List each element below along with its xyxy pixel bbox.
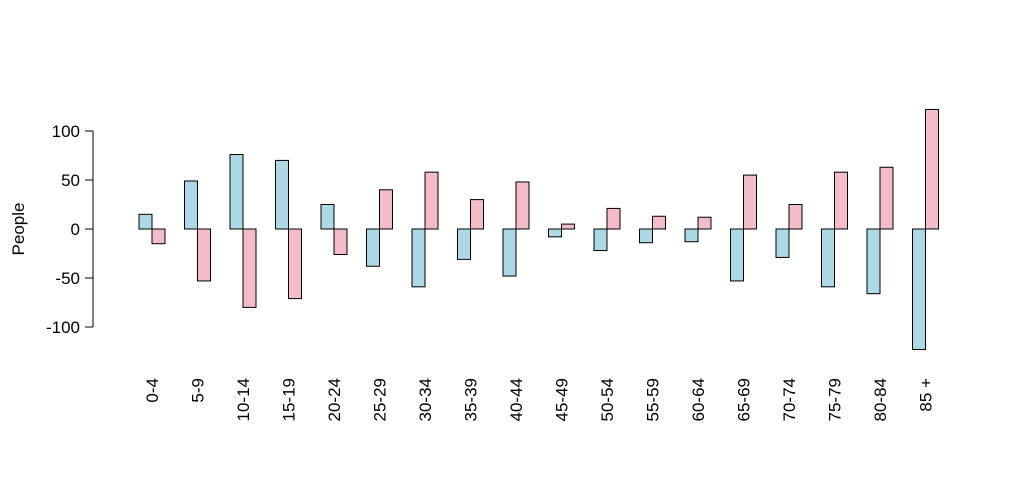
bar-series1-30-34 xyxy=(411,228,426,288)
x-tick-label: 5-9 xyxy=(189,378,208,403)
bar-series1-75-79 xyxy=(821,228,835,288)
bar-series1-80-84 xyxy=(866,228,881,295)
x-tick-label: 10-14 xyxy=(234,378,253,421)
bar-series2-10-14 xyxy=(242,228,257,308)
bar-series2-0-4 xyxy=(151,228,166,245)
bar-series2-35-39 xyxy=(470,199,484,230)
bar-series1-60-64 xyxy=(684,228,699,243)
x-tick-label: 15-19 xyxy=(280,378,299,421)
bar-series1-5-9 xyxy=(184,180,198,230)
bar-series1-25-29 xyxy=(366,228,380,267)
y-tick-label: -50 xyxy=(55,269,80,288)
bar-series1-65-69 xyxy=(730,228,744,282)
y-tick-label: 50 xyxy=(61,171,80,190)
x-tick-label: 75-79 xyxy=(826,378,845,421)
x-tick-label: 70-74 xyxy=(780,378,799,421)
bar-series1-50-54 xyxy=(593,228,608,252)
y-tick-label: -100 xyxy=(46,318,80,337)
bar-series1-35-39 xyxy=(457,228,471,260)
bar-series1-0-4 xyxy=(138,213,153,230)
x-tick-label: 50-54 xyxy=(598,378,617,421)
bar-series2-50-54 xyxy=(606,207,621,230)
x-tick-label: 40-44 xyxy=(507,378,526,421)
x-tick-label: 60-64 xyxy=(689,378,708,421)
bar-series2-30-34 xyxy=(424,171,439,230)
bar-series2-80-84 xyxy=(879,166,894,230)
x-tick-label: 85 + xyxy=(917,378,936,412)
bar-series2-75-79 xyxy=(834,171,848,230)
x-tick-label: 55-59 xyxy=(644,378,663,421)
bar-series1-15-19 xyxy=(275,159,289,230)
y-axis: -100 -50 0 50 100 xyxy=(46,122,94,337)
x-tick-label: 35-39 xyxy=(462,378,481,421)
bar-series2-60-64 xyxy=(697,216,712,230)
bar-series2-20-24 xyxy=(333,228,348,255)
y-axis-title: People xyxy=(9,203,28,256)
bar-series1-85 xyxy=(912,228,926,351)
bar-series1-55-59 xyxy=(639,228,653,244)
bar-series2-40-44 xyxy=(515,181,530,230)
bars-group xyxy=(138,108,939,351)
bar-series1-40-44 xyxy=(502,228,517,277)
x-tick-label: 0-4 xyxy=(143,378,162,403)
bar-series2-5-9 xyxy=(197,228,211,282)
x-axis-labels: 0-4 5-9 10-14 15-19 20-24 25-29 30-34 35-39 40-4… xyxy=(143,378,936,422)
bar-series2-55-59 xyxy=(652,215,666,230)
bar-series1-45-49 xyxy=(548,228,562,238)
x-tick-label: 45-49 xyxy=(553,378,572,421)
bar-series2-70-74 xyxy=(788,204,803,230)
y-tick-label: 0 xyxy=(71,220,80,239)
bar-series1-10-14 xyxy=(229,154,244,230)
bar-series2-25-29 xyxy=(379,189,393,230)
y-tick-label: 100 xyxy=(52,122,80,141)
x-tick-label: 25-29 xyxy=(371,378,390,421)
x-tick-label: 30-34 xyxy=(416,378,435,421)
x-tick-label: 20-24 xyxy=(325,378,344,421)
bar-series1-20-24 xyxy=(320,204,335,230)
bar-series2-45-49 xyxy=(561,223,575,230)
x-tick-label: 65-69 xyxy=(735,378,754,421)
bar-series2-65-69 xyxy=(743,174,757,230)
bar-series2-85 xyxy=(925,108,939,230)
x-tick-label: 80-84 xyxy=(871,378,890,421)
bar-series1-70-74 xyxy=(775,228,790,258)
bar-series2-15-19 xyxy=(288,228,302,300)
